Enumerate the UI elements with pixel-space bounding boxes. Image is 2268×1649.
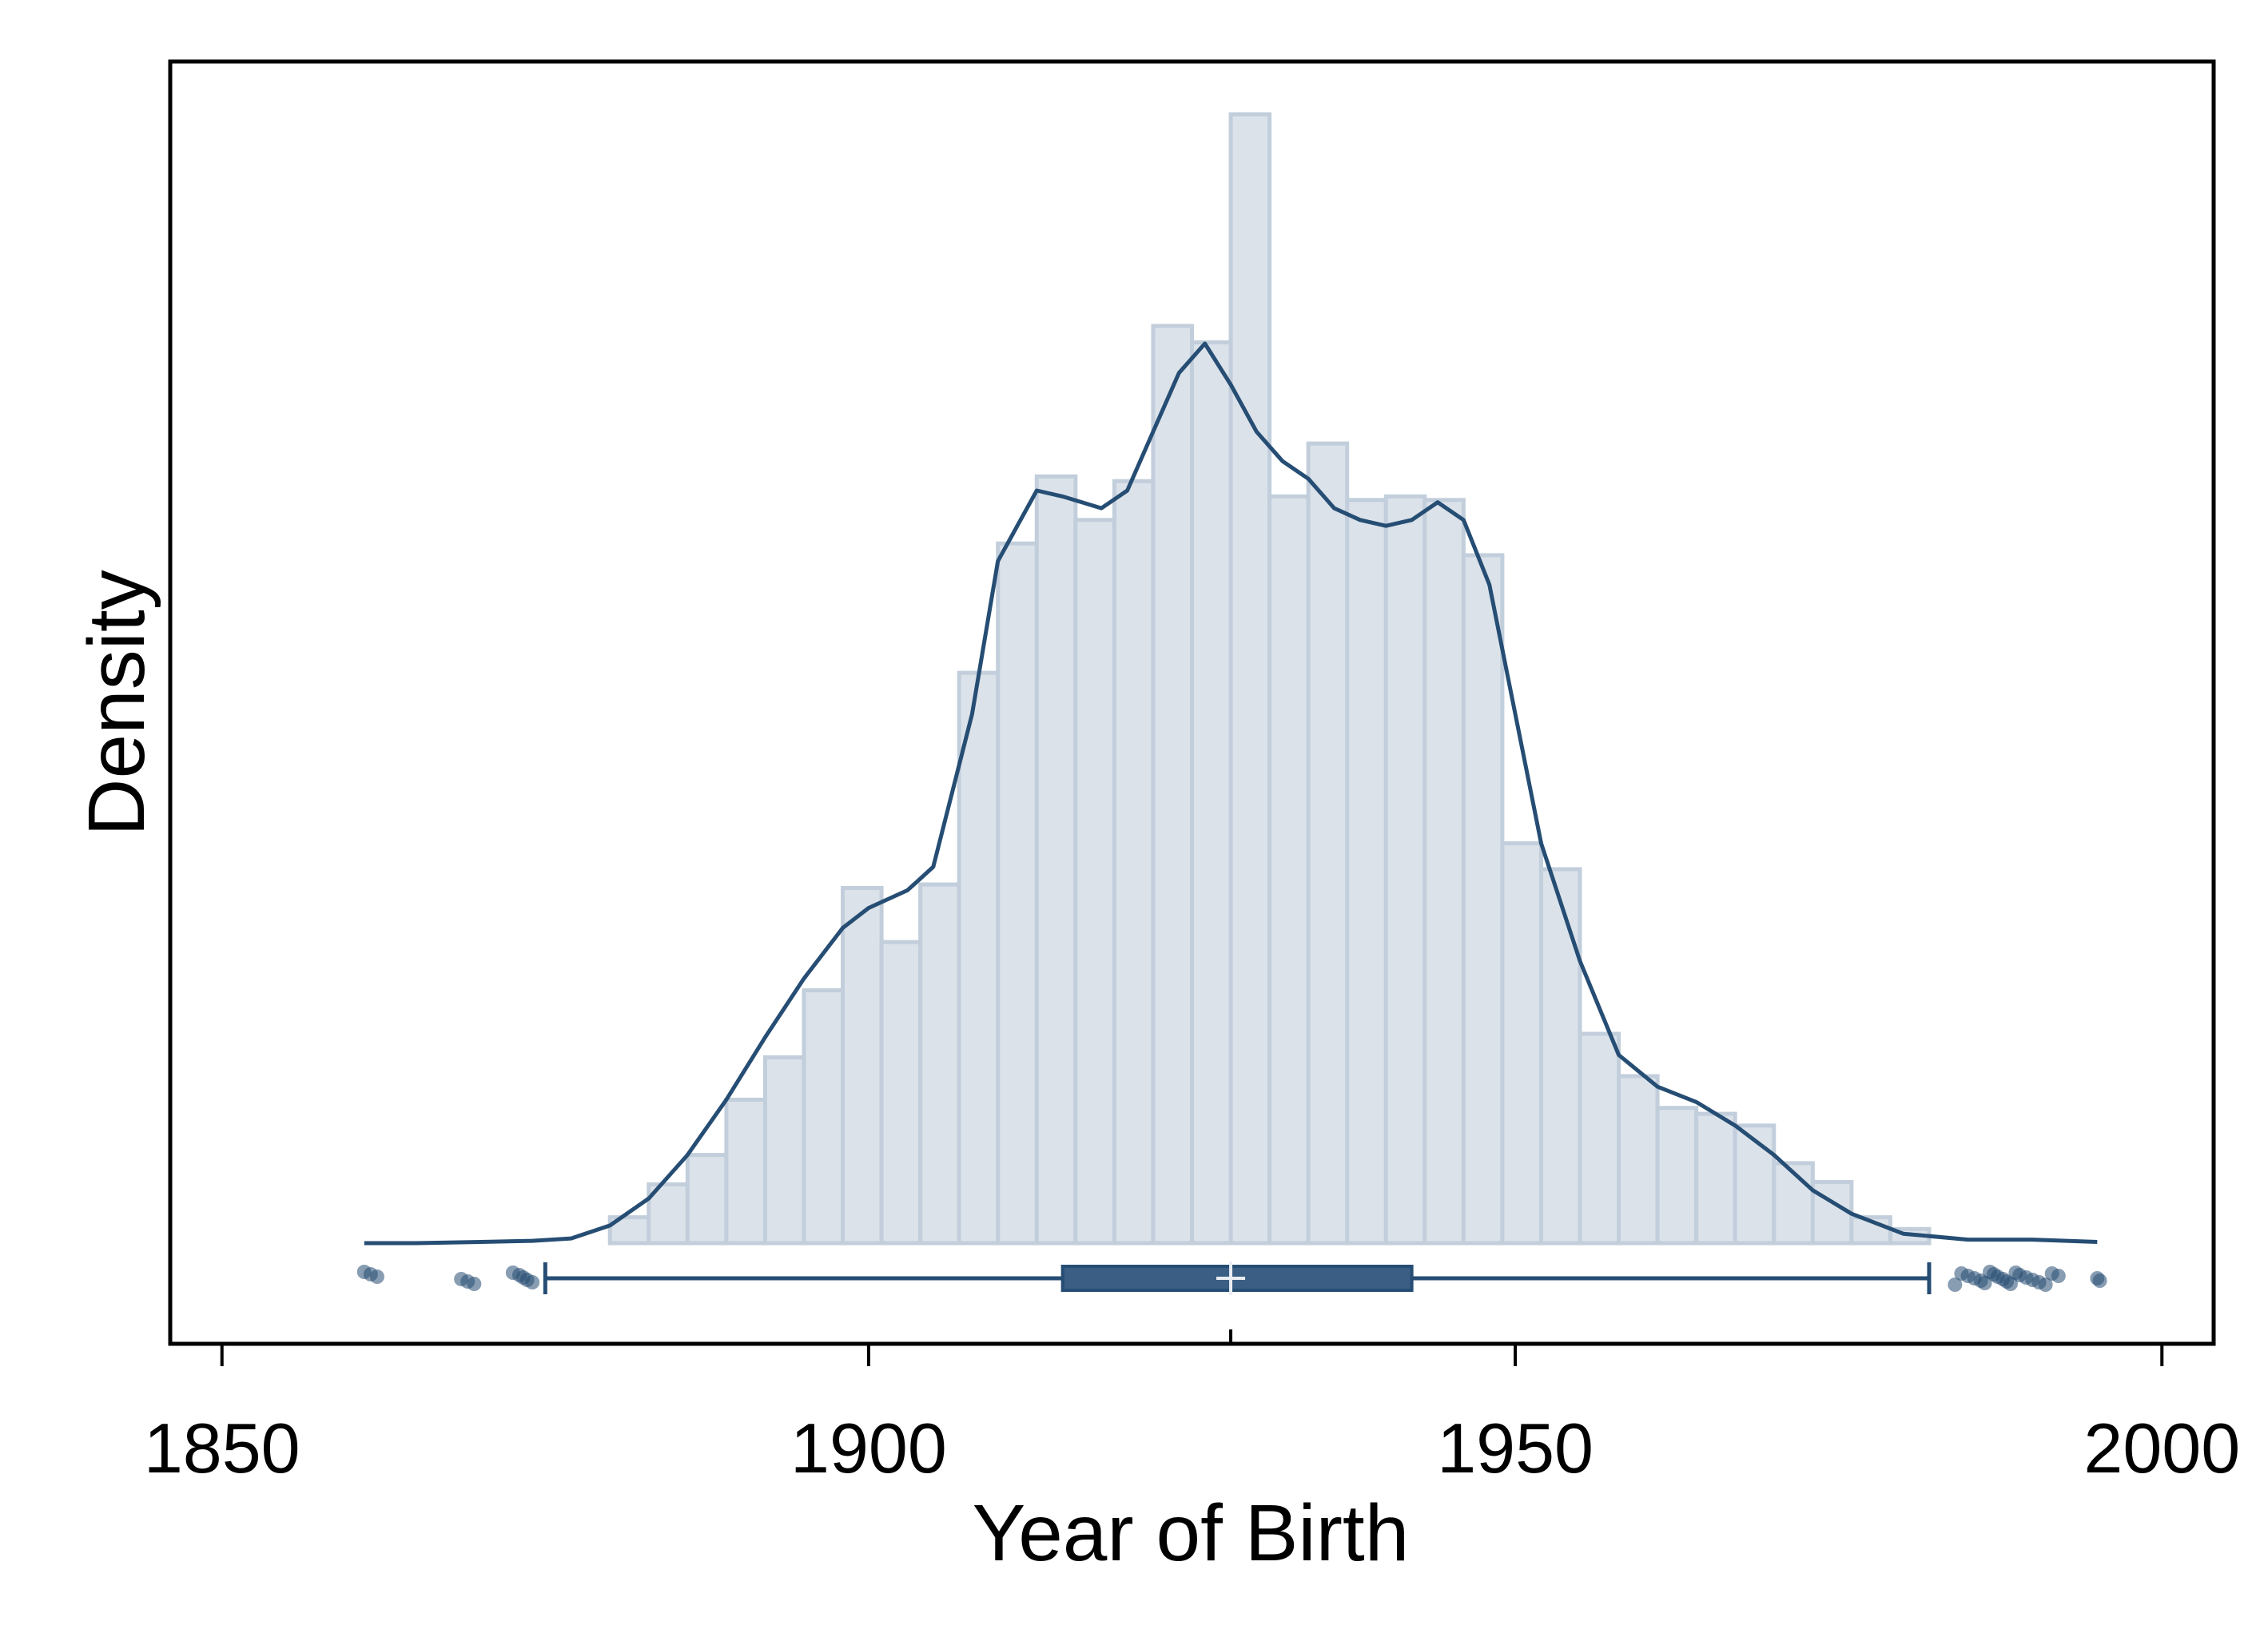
histogram-bar <box>1073 518 1116 1246</box>
outlier-point <box>2003 1277 2018 1291</box>
density-curve-layer <box>364 341 2098 1246</box>
histogram-bar <box>1267 494 1311 1246</box>
histogram-bar <box>918 882 961 1246</box>
histogram-bar <box>1034 474 1078 1246</box>
histogram-bar <box>1772 1161 1815 1246</box>
histogram-bar <box>1655 1106 1699 1246</box>
plot-frame <box>168 59 2216 1346</box>
boxplot <box>543 1262 1932 1295</box>
outlier-point <box>2092 1274 2107 1288</box>
histogram-bar <box>1422 498 1466 1246</box>
x-tick-label: 2000 <box>2083 1409 2240 1488</box>
histogram-bar <box>1810 1179 1854 1246</box>
histogram-bar <box>1578 1031 1621 1246</box>
histogram-bar <box>1733 1123 1777 1246</box>
histogram-bar <box>1538 867 1582 1246</box>
outlier-point <box>2038 1277 2053 1292</box>
histogram-bar <box>1461 553 1505 1246</box>
histogram-bar <box>1500 841 1543 1246</box>
histogram-bar <box>1383 494 1427 1246</box>
histogram-bar <box>1112 479 1156 1246</box>
histogram-bar <box>996 541 1039 1246</box>
outlier-point <box>1977 1276 1992 1290</box>
histogram-bar <box>762 1055 806 1246</box>
x-tick-label: 1950 <box>1437 1409 1594 1488</box>
histogram-bar <box>1345 498 1388 1246</box>
histogram-bar <box>1617 1074 1660 1246</box>
density-curve <box>364 341 2098 1246</box>
x-axis-ticks: 1850 1900 1950 2000 <box>144 1329 2240 1488</box>
histogram-bars <box>607 112 1932 1246</box>
histogram-bar <box>724 1097 767 1246</box>
outlier-point <box>2051 1269 2066 1283</box>
outlier-points <box>356 1265 2107 1292</box>
x-tick-label: 1850 <box>144 1409 300 1488</box>
histogram-bar <box>1151 324 1194 1246</box>
histogram-bar <box>1694 1111 1737 1246</box>
outlier-point <box>1948 1277 1963 1292</box>
histogram-bar <box>879 940 923 1246</box>
histogram-bar <box>607 1215 651 1246</box>
histogram-bar <box>1306 441 1350 1246</box>
outlier-point <box>525 1275 540 1289</box>
histogram-bar <box>685 1153 729 1246</box>
outlier-point <box>467 1277 482 1291</box>
histogram-bar <box>957 670 1001 1246</box>
histogram-bar <box>841 885 884 1246</box>
histogram-bar <box>1228 112 1272 1246</box>
y-axis-title: Density <box>72 570 161 836</box>
x-axis-title: Year of Birth <box>973 1488 1410 1578</box>
x-tick-label: 1900 <box>790 1409 947 1488</box>
histogram-bar <box>802 988 846 1246</box>
outlier-point <box>369 1270 384 1284</box>
histogram-bar <box>1190 340 1233 1246</box>
